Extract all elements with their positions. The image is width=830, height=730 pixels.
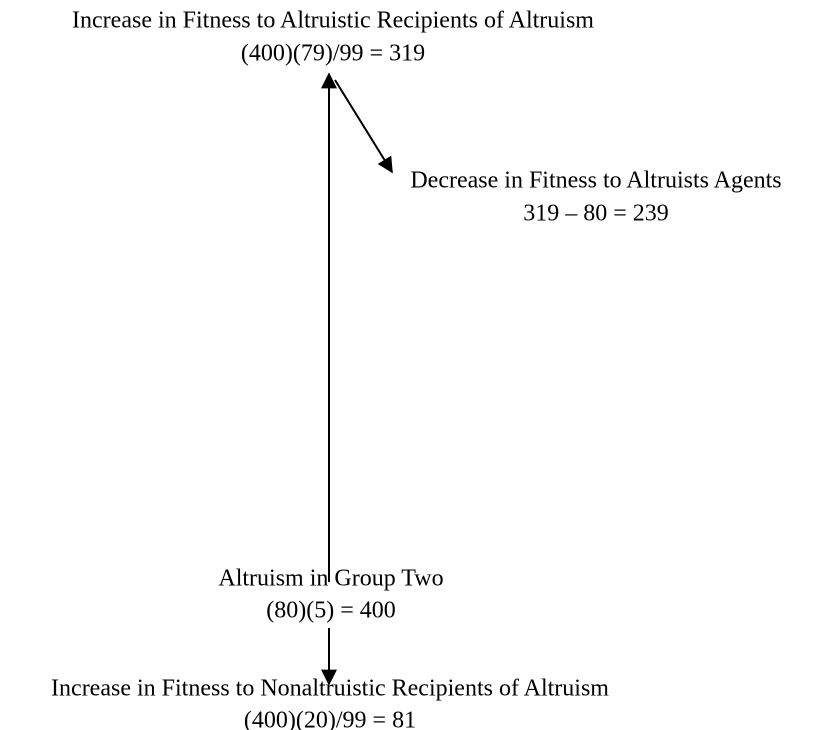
node-formula: (80)(5) = 400 — [266, 598, 396, 624]
node-formula: 319 – 80 = 239 — [523, 201, 669, 227]
arrows — [321, 72, 393, 686]
node-formula: (400)(79)/99 = 319 — [241, 41, 425, 67]
node-label: Altruism in Group Two — [218, 566, 443, 592]
arrow-diagonal — [334, 79, 393, 174]
node-formula: (400)(20)/99 = 81 — [244, 708, 416, 730]
node-label: Increase in Fitness to Altruistic Recipi… — [72, 8, 594, 34]
node-label: Increase in Fitness to Nonaltruistic Rec… — [51, 676, 609, 702]
node-label: Decrease in Fitness to Altruists Agents — [410, 168, 781, 194]
